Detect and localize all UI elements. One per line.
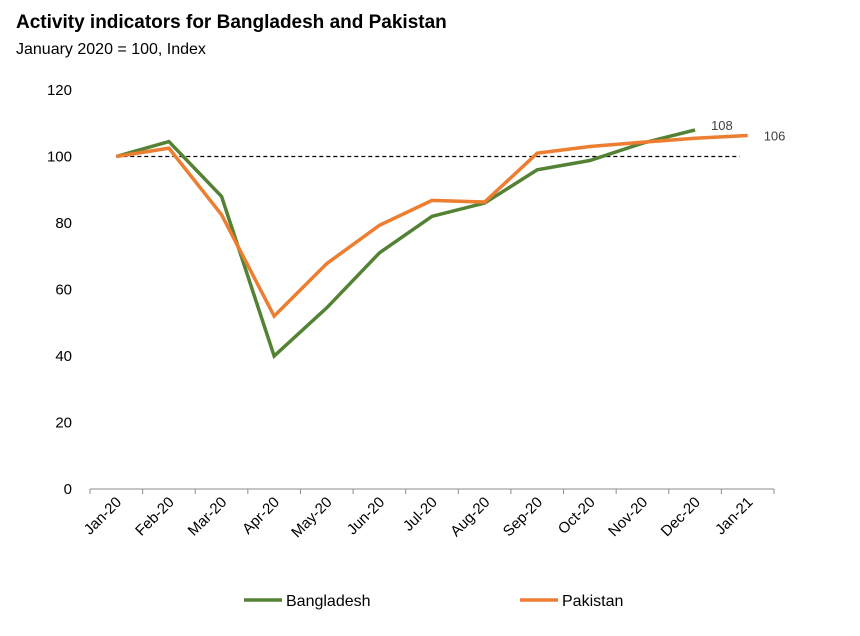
- x-tick-label: Feb-20: [132, 494, 178, 540]
- x-tick-label: Mar-20: [185, 494, 231, 540]
- legend-label-pakistan: Pakistan: [562, 593, 623, 610]
- x-tick-label: Sep-20: [500, 494, 546, 540]
- y-tick-label: 40: [55, 348, 72, 365]
- x-tick-label: Jan-20: [81, 494, 125, 538]
- legend-label-bangladesh: Bangladesh: [286, 593, 371, 610]
- chart-subtitle: January 2020 = 100, Index: [16, 41, 206, 58]
- x-tick-label: Aug-20: [447, 494, 493, 540]
- y-tick-label: 80: [55, 215, 72, 232]
- x-tick-label: Jun-20: [344, 494, 388, 538]
- x-tick-label: Jan-21: [712, 494, 756, 538]
- y-tick-label: 100: [47, 149, 72, 166]
- end-label-bangladesh: 108: [711, 118, 733, 133]
- end-label-pakistan: 106: [764, 129, 786, 144]
- chart-title: Activity indicators for Bangladesh and P…: [16, 12, 447, 33]
- y-tick-label: 20: [55, 415, 72, 432]
- x-tick-label: Nov-20: [605, 494, 651, 540]
- y-tick-label: 0: [64, 481, 72, 498]
- x-tick-label: May-20: [288, 494, 335, 541]
- x-tick-label: Jul-20: [400, 494, 441, 535]
- series-line-bangladesh: [115, 128, 696, 360]
- x-tick-label: Oct-20: [555, 494, 599, 538]
- x-tick-label: Apr-20: [239, 494, 283, 538]
- series-line-pakistan: [116, 133, 748, 320]
- x-tick-label: Dec-20: [658, 494, 704, 540]
- y-tick-label: 120: [47, 82, 72, 99]
- y-tick-label: 60: [55, 282, 72, 299]
